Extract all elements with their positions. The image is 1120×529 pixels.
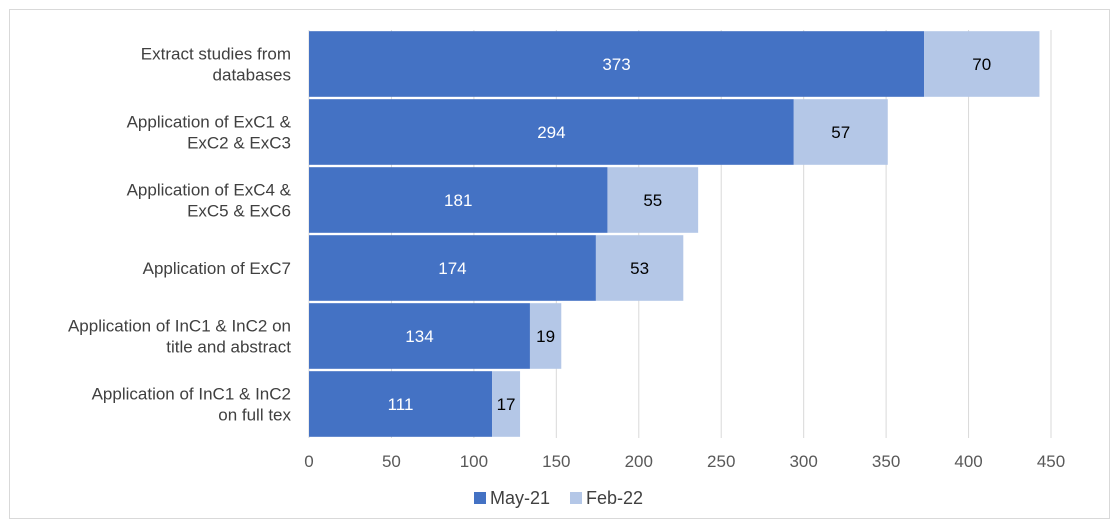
- data-label: 134: [405, 327, 433, 346]
- data-label: 17: [497, 395, 516, 414]
- data-label: 55: [643, 191, 662, 210]
- category-label: Application of ExC1 & ExC2 & ExC3: [127, 113, 292, 153]
- x-tick-label: 400: [954, 452, 982, 471]
- data-label: 57: [831, 123, 850, 142]
- bars: 373 70 294 57 181 55 174 53 134 19 111 17: [309, 31, 1040, 437]
- x-tick-label: 50: [382, 452, 401, 471]
- bar-series-1: [309, 31, 925, 97]
- legend-swatch: [474, 492, 486, 504]
- bar-series-1: [309, 235, 596, 301]
- bar-series-2: [595, 235, 684, 301]
- bar-series-2: [924, 31, 1040, 97]
- legend-label: May-21: [490, 488, 550, 508]
- category-labels: Extract studies from databases Application…: [68, 45, 292, 425]
- x-tick-label: 200: [625, 452, 653, 471]
- bar-series-2: [607, 167, 699, 233]
- x-tick-label: 350: [872, 452, 900, 471]
- bar-series-1: [309, 99, 794, 165]
- category-label: Application of InC1 & InC2 on full tex: [92, 385, 292, 425]
- x-tick-label: 300: [789, 452, 817, 471]
- category-label: Application of ExC7: [143, 259, 291, 278]
- data-label: 70: [972, 55, 991, 74]
- data-label: 294: [537, 123, 565, 142]
- bar-series-2: [793, 99, 888, 165]
- legend-label: Feb-22: [586, 488, 643, 508]
- bar-series-1: [309, 303, 530, 369]
- category-label: Application of InC1 & InC2 on title and a…: [68, 317, 291, 357]
- x-tick-label: 450: [1037, 452, 1065, 471]
- bar-series-1: [309, 371, 493, 437]
- gridlines: [308, 30, 1052, 438]
- data-label: 19: [536, 327, 555, 346]
- data-label: 111: [388, 395, 414, 414]
- data-label: 53: [630, 259, 649, 278]
- x-axis-ticks: 0 50 100 150 200 250 300 350 400 450: [304, 452, 1065, 471]
- data-label: 181: [444, 191, 472, 210]
- x-tick-label: 150: [542, 452, 570, 471]
- data-label: 373: [602, 55, 630, 74]
- x-tick-label: 100: [460, 452, 488, 471]
- data-label: 174: [438, 259, 466, 278]
- legend-swatch: [570, 492, 582, 504]
- x-tick-label: 0: [304, 452, 313, 471]
- category-label: Application of ExC4 & ExC5 & ExC6: [127, 181, 292, 221]
- bar-series-2: [492, 371, 521, 437]
- legend: May-21 Feb-22: [474, 488, 643, 508]
- bar-series-2: [529, 303, 562, 369]
- category-label: Extract studies from databases: [141, 45, 291, 85]
- bar-series-1: [309, 167, 608, 233]
- x-tick-label: 250: [707, 452, 735, 471]
